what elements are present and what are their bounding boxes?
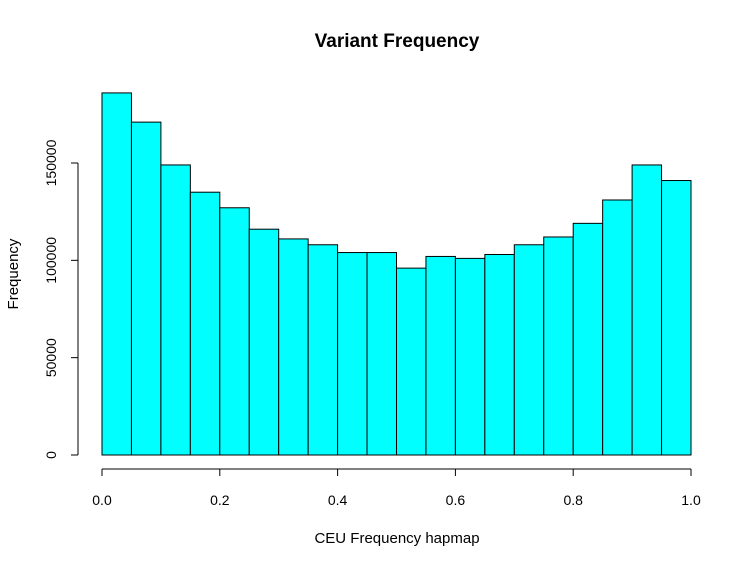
histogram-bar (484, 253, 515, 456)
chart-title: Variant Frequency (315, 31, 480, 52)
histogram-bar (396, 267, 427, 456)
x-tick-label: 1.0 (681, 492, 701, 508)
histogram-bar (189, 191, 221, 456)
y-tick-label: 0 (43, 451, 59, 459)
histogram-bar (307, 244, 339, 456)
histogram-bar (219, 207, 250, 456)
x-tick-label: 0.8 (563, 492, 583, 508)
histogram-bar (248, 228, 280, 456)
y-axis: 0 50000 100000 150000 (43, 139, 79, 459)
histogram-bar (572, 222, 604, 456)
histogram-bar (160, 164, 191, 456)
x-tick-label: 0.6 (446, 492, 466, 508)
histogram-bar (425, 255, 456, 456)
y-tick-label: 50000 (43, 338, 59, 377)
x-tick-label: 0.2 (210, 492, 230, 508)
bars-group (101, 92, 692, 456)
histogram-bar (661, 180, 692, 456)
x-axis: 0.0 0.2 0.4 0.6 0.8 1.0 (92, 468, 701, 508)
histogram-bar (366, 252, 397, 456)
histogram-bar (602, 199, 633, 456)
histogram-bar (278, 238, 309, 456)
histogram-bar (513, 244, 545, 456)
x-tick-label: 0.4 (328, 492, 348, 508)
histogram-bar (101, 92, 132, 456)
y-axis-label: Frequency (5, 238, 22, 309)
histogram-bar (631, 164, 663, 456)
x-axis-label: CEU Frequency hapmap (314, 530, 479, 547)
x-tick-label: 0.0 (92, 492, 112, 508)
histogram-bar (543, 236, 574, 456)
histogram-bar (337, 252, 368, 456)
histogram-bar (454, 257, 486, 456)
y-tick-label: 150000 (43, 139, 59, 186)
histogram-bar (130, 121, 162, 456)
y-tick-label: 100000 (43, 237, 59, 284)
